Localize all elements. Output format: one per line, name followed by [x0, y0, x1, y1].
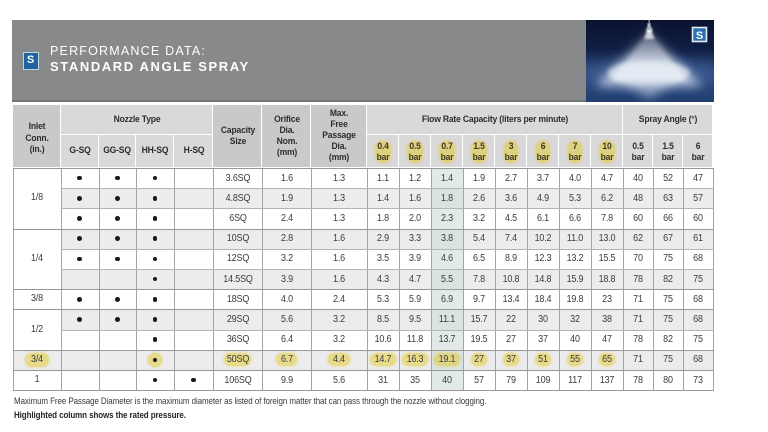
svg-text:S: S	[696, 29, 703, 41]
